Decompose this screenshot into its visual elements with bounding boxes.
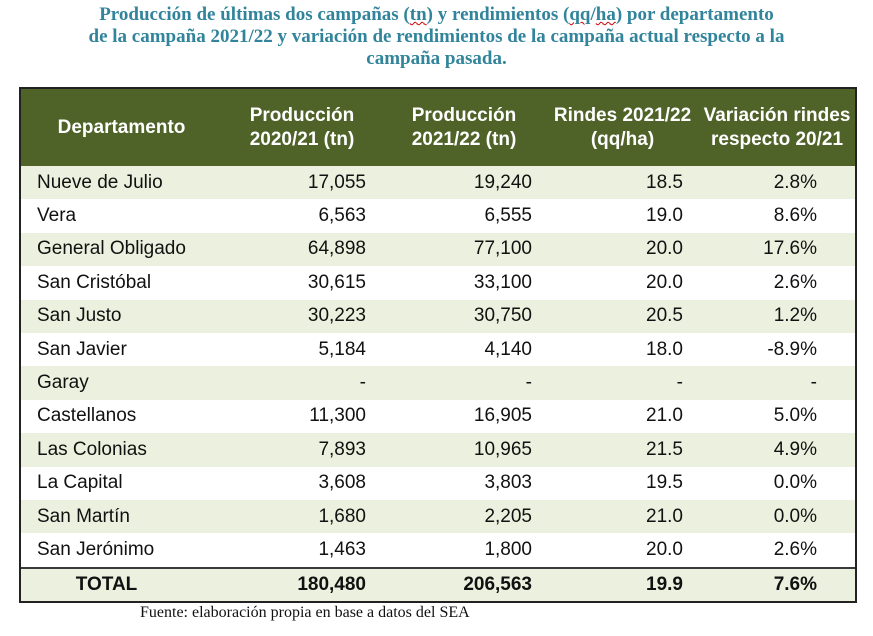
header-rindes-2021-22: Rindes 2021/22 (qq/ha) bbox=[553, 104, 692, 150]
title-line-1: Producción de últimas dos campañas (tn) … bbox=[99, 4, 774, 25]
cell-rindes-2021-22: 21.5 bbox=[646, 438, 683, 460]
cell-produccion-2021-22: 6,555 bbox=[484, 205, 532, 227]
cell-rindes-2021-22: 21.0 bbox=[646, 505, 683, 527]
table-row: San Cristóbal 30,615 33,100 20.0 2.6% bbox=[21, 266, 855, 300]
cell-variacion-rindes: 2.6% bbox=[773, 271, 817, 293]
cell-rindes-2021-22: 18.5 bbox=[646, 171, 683, 193]
cell-departamento: San Jerónimo bbox=[37, 538, 155, 560]
cell-departamento: Las Colonias bbox=[37, 438, 147, 460]
cell-produccion-2021-22: 77,100 bbox=[473, 238, 532, 260]
cell-rindes-2021-22: 19.0 bbox=[646, 205, 683, 227]
cell-rindes-2021-22: 20.0 bbox=[646, 271, 683, 293]
cell-departamento: Vera bbox=[37, 205, 77, 227]
cell-produccion-2021-22: - bbox=[525, 372, 532, 394]
cell-produccion-2021-22: 1,800 bbox=[484, 538, 532, 560]
total-label: TOTAL bbox=[75, 573, 138, 595]
title-line-3: campaña pasada. bbox=[366, 48, 507, 69]
cell-rindes-2021-22: - bbox=[676, 372, 683, 394]
cell-rindes-2021-22: 20.5 bbox=[646, 305, 683, 327]
cell-departamento: San Cristóbal bbox=[37, 271, 152, 293]
table-body: Nueve de Julio 17,055 19,240 18.5 2.8% Vera 6,… bbox=[21, 166, 855, 567]
cell-departamento: San Justo bbox=[37, 305, 122, 327]
cell-departamento: Nueve de Julio bbox=[37, 171, 163, 193]
cell-departamento: San Martín bbox=[37, 505, 130, 527]
cell-departamento: General Obligado bbox=[37, 238, 186, 260]
cell-produccion-2020-21: - bbox=[359, 372, 366, 394]
table-header: Departamento Producción 2020/21 (tn) Pro… bbox=[21, 89, 855, 166]
cell-rindes-2021-22: 20.0 bbox=[646, 238, 683, 260]
cell-departamento: Castellanos bbox=[37, 405, 137, 427]
total-produccion-2021-22: 206,563 bbox=[463, 573, 532, 595]
cell-produccion-2021-22: 30,750 bbox=[473, 305, 532, 327]
cell-variacion-rindes: 8.6% bbox=[773, 205, 817, 227]
cell-variacion-rindes: 17.6% bbox=[763, 238, 817, 260]
cell-rindes-2021-22: 18.0 bbox=[646, 338, 683, 360]
cell-produccion-2021-22: 19,240 bbox=[473, 171, 532, 193]
total-variacion: 7.6% bbox=[773, 573, 817, 595]
header-departamento: Departamento bbox=[57, 116, 186, 138]
cell-produccion-2020-21: 11,300 bbox=[309, 405, 366, 427]
cell-produccion-2020-21: 6,563 bbox=[318, 205, 366, 227]
table-row: La Capital 3,608 3,803 19.5 0.0% bbox=[21, 466, 855, 500]
header-produccion-2020-21: Producción 2020/21 (tn) bbox=[249, 104, 355, 150]
table-row: General Obligado 64,898 77,100 20.0 17.6% bbox=[21, 232, 855, 267]
cell-produccion-2020-21: 64,898 bbox=[307, 238, 366, 260]
table-title: Producción de últimas dos campañas (tn) … bbox=[0, 4, 873, 70]
table-row: San Martín 1,680 2,205 21.0 0.0% bbox=[21, 499, 855, 534]
cell-variacion-rindes: 2.8% bbox=[773, 171, 817, 193]
source-note: Fuente: elaboración propia en base a dat… bbox=[140, 604, 470, 621]
cell-rindes-2021-22: 19.5 bbox=[646, 472, 683, 494]
cell-departamento: San Javier bbox=[37, 338, 127, 360]
header-produccion-2021-22: Producción 2021/22 (tn) bbox=[411, 104, 517, 150]
cell-variacion-rindes: 0.0% bbox=[773, 505, 817, 527]
cell-produccion-2020-21: 3,608 bbox=[318, 472, 366, 494]
cell-produccion-2021-22: 3,803 bbox=[484, 472, 532, 494]
cell-produccion-2021-22: 10,965 bbox=[473, 438, 532, 460]
cell-produccion-2021-22: 2,205 bbox=[484, 505, 532, 527]
cell-rindes-2021-22: 20.0 bbox=[646, 538, 683, 560]
cell-produccion-2020-21: 30,223 bbox=[307, 305, 366, 327]
cell-variacion-rindes: 1.2% bbox=[773, 305, 817, 327]
table-row: Castellanos 11,300 16,905 21.0 5.0% bbox=[21, 399, 855, 434]
cell-produccion-2020-21: 1,463 bbox=[318, 538, 366, 560]
cell-produccion-2020-21: 17,055 bbox=[307, 171, 366, 193]
title-line-2: de la campaña 2021/22 y variación de ren… bbox=[88, 26, 785, 47]
cell-rindes-2021-22: 21.0 bbox=[646, 405, 683, 427]
cell-produccion-2021-22: 4,140 bbox=[484, 338, 532, 360]
cell-produccion-2020-21: 1,680 bbox=[318, 505, 366, 527]
production-table: Departamento Producción 2020/21 (tn) Pro… bbox=[19, 87, 857, 603]
cell-departamento: La Capital bbox=[37, 472, 123, 494]
cell-variacion-rindes: 2.6% bbox=[773, 538, 817, 560]
total-row: TOTAL 180,480 206,563 19.9 7.6% bbox=[21, 566, 855, 601]
table-row: Las Colonias 7,893 10,965 21.5 4.9% bbox=[21, 433, 855, 467]
table-row: Garay - - - - bbox=[21, 366, 855, 400]
cell-variacion-rindes: 5.0% bbox=[773, 405, 817, 427]
table-row: Vera 6,563 6,555 19.0 8.6% bbox=[21, 199, 855, 233]
header-variacion-rindes: Variación rindes respecto 20/21 bbox=[703, 104, 851, 150]
total-rindes: 19.9 bbox=[646, 573, 683, 595]
cell-produccion-2020-21: 7,893 bbox=[318, 438, 366, 460]
table-row: San Justo 30,223 30,750 20.5 1.2% bbox=[21, 299, 855, 333]
cell-produccion-2021-22: 33,100 bbox=[473, 271, 532, 293]
cell-variacion-rindes: -8.9% bbox=[767, 338, 817, 360]
cell-variacion-rindes: 0.0% bbox=[773, 472, 817, 494]
cell-variacion-rindes: - bbox=[810, 372, 817, 394]
cell-variacion-rindes: 4.9% bbox=[773, 438, 817, 460]
table-row: Nueve de Julio 17,055 19,240 18.5 2.8% bbox=[21, 166, 855, 200]
table-row: San Jerónimo 1,463 1,800 20.0 2.6% bbox=[21, 533, 855, 567]
cell-produccion-2020-21: 30,615 bbox=[307, 271, 366, 293]
total-produccion-2020-21: 180,480 bbox=[297, 573, 366, 595]
cell-departamento: Garay bbox=[37, 372, 89, 394]
table-row: San Javier 5,184 4,140 18.0 -8.9% bbox=[21, 332, 855, 367]
cell-produccion-2020-21: 5,184 bbox=[318, 338, 366, 360]
cell-produccion-2021-22: 16,905 bbox=[473, 405, 532, 427]
